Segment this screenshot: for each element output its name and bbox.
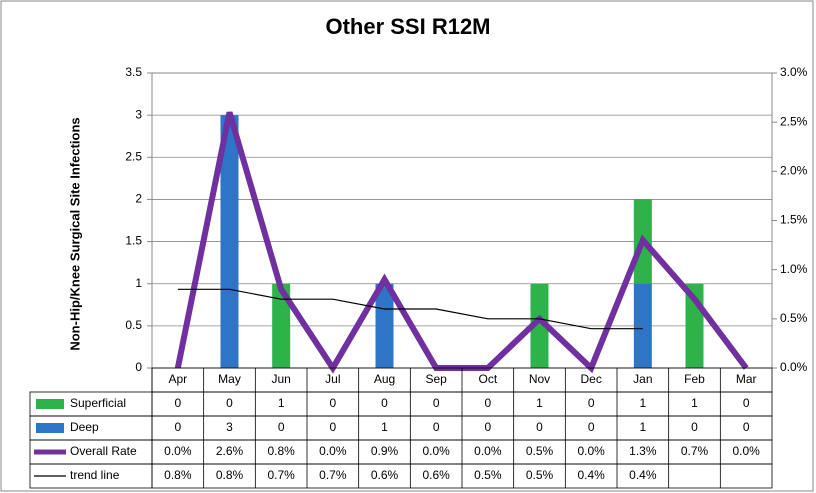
y2-tick-label: 3.0% (780, 65, 808, 79)
table-value: 0 (433, 396, 440, 410)
table-value: 0.0% (474, 444, 502, 458)
legend-label: Overall Rate (70, 444, 137, 458)
table-value: 0 (484, 396, 491, 410)
table-value: 2.6% (216, 444, 244, 458)
x-tick-label: Nov (529, 372, 550, 386)
y2-tick-label: 2.5% (780, 114, 808, 128)
table-value: 3 (226, 420, 233, 434)
table-value: 0.5% (526, 468, 554, 482)
x-tick-label: Aug (374, 372, 395, 386)
x-tick-label: Feb (684, 372, 705, 386)
table-value: 0.9% (371, 444, 399, 458)
bar (633, 283, 652, 368)
table-value: 0.4% (629, 468, 657, 482)
table-value: 0.5% (474, 468, 502, 482)
x-tick-label: Dec (580, 372, 601, 386)
y-tick-label: 2.5 (125, 149, 142, 163)
table-value: 1 (536, 396, 543, 410)
table-value: 0 (226, 396, 233, 410)
x-tick-label: May (218, 372, 241, 386)
y2-tick-label: 0.5% (780, 311, 808, 325)
table-value: 0.7% (267, 468, 295, 482)
trend-line (177, 288, 643, 330)
bar (220, 115, 239, 369)
table-value: 0.8% (164, 468, 192, 482)
table-value: 0.0% (732, 444, 760, 458)
table-value: 0 (174, 396, 181, 410)
x-tick-label: Mar (736, 372, 757, 386)
table-value: 0 (433, 420, 440, 434)
table-value: 0 (484, 420, 491, 434)
bar (530, 283, 549, 368)
table-value: 0 (743, 396, 750, 410)
y-axis-label: Non-Hip/Knee Surgical Site Infections (67, 117, 82, 350)
table-value: 0 (691, 420, 698, 434)
y2-tick-label: 2.0% (780, 164, 808, 178)
table-value: 0.6% (422, 468, 450, 482)
x-tick-label: Jun (271, 372, 290, 386)
y2-tick-label: 0.0% (780, 360, 808, 374)
y2-tick-label: 1.5% (780, 213, 808, 227)
table-value: 0.6% (371, 468, 399, 482)
x-tick-label: Oct (478, 372, 497, 386)
table-value: 0.5% (526, 444, 554, 458)
x-tick-label: Jul (325, 372, 340, 386)
table-value: 0.0% (319, 444, 347, 458)
table-value: 1 (278, 396, 285, 410)
table-value: 0.0% (164, 444, 192, 458)
table-value: 0 (588, 420, 595, 434)
x-tick-label: Apr (168, 372, 187, 386)
table-value: 0.7% (681, 444, 709, 458)
table-value: 0 (588, 396, 595, 410)
x-tick-label: Sep (425, 372, 447, 386)
table-value: 0.8% (216, 468, 244, 482)
legend-label: Superficial (70, 396, 126, 410)
table-value: 0.0% (422, 444, 450, 458)
y-tick-label: 3 (135, 107, 142, 121)
table-value: 1 (381, 420, 388, 434)
table-value: 0 (743, 420, 750, 434)
table-value: 0 (174, 420, 181, 434)
table-value: 0 (536, 420, 543, 434)
table-value: 1 (691, 396, 698, 410)
y2-tick-label: 1.0% (780, 262, 808, 276)
y-tick-label: 0.5 (125, 318, 142, 332)
x-tick-label: Jan (633, 372, 652, 386)
y-tick-label: 1 (135, 276, 142, 290)
legend-label: trend line (70, 468, 120, 482)
legend-key (36, 423, 64, 433)
table-value: 1 (639, 420, 646, 434)
table-value: 0.4% (577, 468, 605, 482)
table-value: 0.8% (267, 444, 295, 458)
y-tick-label: 2 (135, 192, 142, 206)
bar (272, 283, 291, 368)
legend-key (36, 399, 64, 409)
table-row (29, 463, 773, 489)
bar (375, 283, 394, 368)
table-value: 0 (381, 396, 388, 410)
table-value: 0 (278, 420, 285, 434)
y-tick-label: 3.5 (125, 65, 142, 79)
chart-title: Other SSI R12M (325, 14, 490, 39)
table-value: 0.0% (577, 444, 605, 458)
table-value: 0.7% (319, 468, 347, 482)
y-tick-label: 0 (135, 360, 142, 374)
legend-label: Deep (70, 420, 99, 434)
table-value: 0 (329, 396, 336, 410)
table-value: 1.3% (629, 444, 657, 458)
y-tick-label: 1.5 (125, 234, 142, 248)
table-value: 1 (639, 396, 646, 410)
table-value: 0 (329, 420, 336, 434)
